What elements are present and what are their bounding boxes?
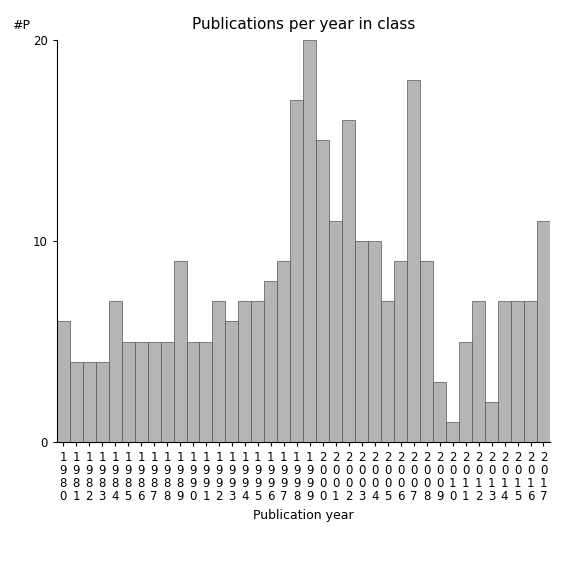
Bar: [420, 261, 433, 442]
Bar: [264, 281, 277, 442]
Bar: [226, 321, 239, 442]
Text: #P: #P: [12, 19, 30, 32]
Bar: [303, 40, 316, 442]
Bar: [329, 221, 342, 442]
Bar: [57, 321, 70, 442]
Bar: [356, 241, 368, 442]
Bar: [121, 341, 134, 442]
X-axis label: Publication year: Publication year: [253, 509, 354, 522]
Bar: [381, 302, 394, 442]
Bar: [251, 302, 264, 442]
Bar: [200, 341, 213, 442]
Bar: [485, 402, 498, 442]
Bar: [368, 241, 381, 442]
Bar: [213, 302, 226, 442]
Bar: [394, 261, 407, 442]
Bar: [407, 80, 420, 442]
Bar: [446, 422, 459, 442]
Bar: [511, 302, 524, 442]
Bar: [109, 302, 121, 442]
Bar: [96, 362, 109, 442]
Bar: [433, 382, 446, 442]
Bar: [239, 302, 251, 442]
Bar: [524, 302, 537, 442]
Bar: [70, 362, 83, 442]
Bar: [277, 261, 290, 442]
Bar: [134, 341, 147, 442]
Bar: [174, 261, 187, 442]
Title: Publications per year in class: Publications per year in class: [192, 16, 415, 32]
Bar: [316, 141, 329, 442]
Bar: [498, 302, 511, 442]
Bar: [147, 341, 160, 442]
Bar: [160, 341, 174, 442]
Bar: [342, 120, 356, 442]
Bar: [472, 302, 485, 442]
Bar: [537, 221, 550, 442]
Bar: [187, 341, 200, 442]
Bar: [83, 362, 96, 442]
Bar: [290, 100, 303, 442]
Bar: [459, 341, 472, 442]
